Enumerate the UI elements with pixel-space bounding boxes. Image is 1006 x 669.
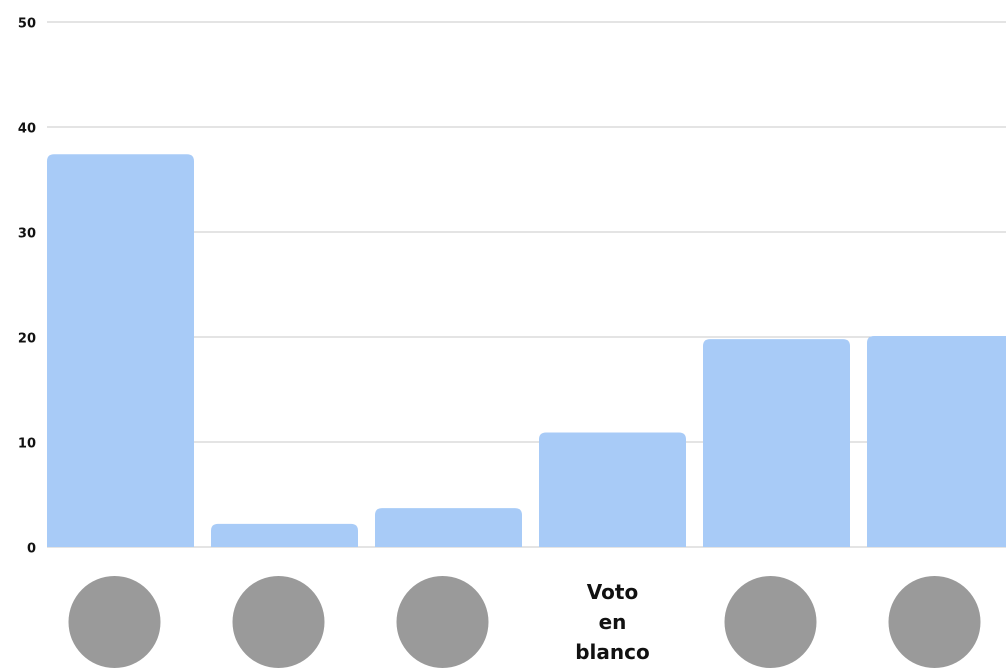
y-tick-label: 0 (27, 542, 36, 557)
candidate-photo (232, 576, 325, 668)
y-tick-label: 50 (18, 17, 36, 32)
bar (375, 508, 522, 547)
x-tick-label: Voto en blanco (575, 580, 650, 664)
y-tick-label: 20 (18, 332, 36, 347)
candidate-photo (396, 576, 489, 668)
bar (867, 335, 1006, 547)
y-tick-label: 10 (18, 437, 36, 452)
y-tick-label: 40 (18, 122, 36, 137)
candidate-photo (724, 576, 817, 668)
candidate-photo (888, 576, 981, 668)
bar (211, 523, 358, 547)
bar (47, 154, 194, 548)
bar (703, 339, 850, 547)
y-tick-label: 30 (18, 227, 36, 242)
candidate-photo (68, 576, 161, 668)
bar (539, 432, 686, 547)
